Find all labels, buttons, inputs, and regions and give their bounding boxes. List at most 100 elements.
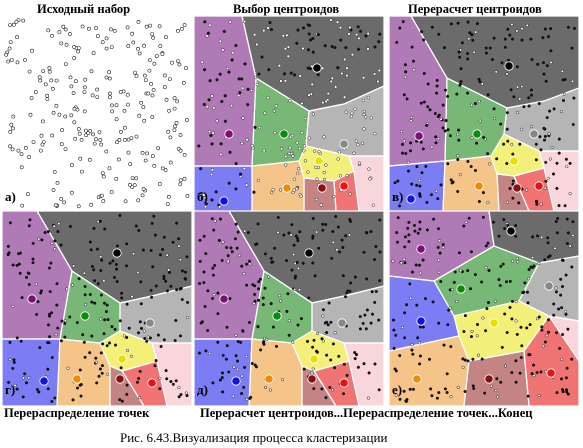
data-point: [80, 169, 84, 174]
data-point: [542, 72, 546, 76]
data-point: [284, 163, 288, 167]
data-point: [458, 173, 462, 177]
data-point: [8, 40, 13, 45]
data-point: [358, 327, 362, 331]
data-point: [126, 137, 131, 142]
data-point: [301, 261, 305, 265]
data-point: [98, 367, 102, 371]
data-point: [535, 234, 540, 238]
data-point: [505, 127, 509, 131]
data-point: [418, 362, 422, 366]
data-point: [510, 317, 514, 321]
data-point: [185, 193, 190, 198]
data-point: [339, 38, 343, 42]
data-point: [102, 279, 106, 283]
data-point: [436, 245, 440, 249]
data-point: [97, 374, 101, 378]
data-point: [46, 341, 50, 345]
data-point: [519, 325, 523, 329]
data-point: [447, 308, 451, 312]
data-point: [327, 301, 331, 305]
centroid-marker: [219, 294, 229, 304]
data-point: [234, 43, 238, 48]
data-point: [151, 88, 156, 92]
data-point: [27, 376, 31, 380]
data-point: [520, 127, 524, 131]
region-orange: [57, 339, 110, 406]
data-point: [503, 312, 507, 316]
data-point: [104, 36, 109, 41]
data-point: [541, 36, 545, 40]
data-point: [13, 383, 17, 387]
data-point: [298, 230, 302, 234]
region-border-brown: [301, 365, 337, 406]
data-point: [208, 79, 212, 83]
data-point: [83, 355, 87, 359]
data-point: [508, 33, 512, 37]
data-point: [306, 170, 310, 174]
data-point: [129, 136, 134, 141]
data-point: [302, 144, 307, 148]
region-border-blue: [2, 338, 61, 406]
data-point: [153, 364, 157, 368]
data-point: [345, 73, 349, 78]
data-point: [404, 70, 408, 74]
data-point: [456, 189, 460, 194]
data-point: [361, 98, 366, 103]
data-point: [180, 269, 184, 273]
region-border-pink: [151, 342, 192, 406]
data-point: [115, 244, 119, 248]
data-point: [473, 273, 477, 277]
data-point: [564, 273, 568, 277]
data-point: [494, 70, 498, 74]
data-point: [467, 37, 471, 41]
data-point: [80, 24, 85, 29]
data-point: [238, 253, 242, 258]
data-point: [489, 384, 493, 388]
data-point: [137, 51, 142, 56]
data-point: [118, 213, 122, 218]
data-point: [424, 164, 428, 168]
data-point: [292, 177, 297, 181]
data-point: [183, 277, 187, 281]
data-point: [317, 246, 321, 250]
data-point: [28, 218, 32, 222]
data-point: [119, 129, 123, 134]
data-point: [84, 128, 88, 133]
region-yellow: [454, 301, 549, 361]
data-point: [17, 262, 21, 266]
data-point: [50, 399, 54, 404]
data-point: [75, 321, 79, 325]
data-point: [437, 113, 441, 117]
data-point: [568, 244, 572, 248]
data-point: [539, 148, 543, 152]
data-point: [437, 239, 442, 243]
data-point: [160, 166, 165, 171]
data-point: [515, 257, 519, 261]
data-point: [543, 186, 547, 190]
data-point: [450, 181, 454, 185]
data-point: [529, 125, 534, 129]
data-point: [370, 312, 375, 316]
data-point: [234, 187, 238, 191]
data-point: [564, 157, 568, 161]
data-point: [50, 133, 55, 138]
data-point: [516, 85, 520, 89]
data-point: [394, 393, 398, 397]
data-point: [230, 250, 234, 254]
data-point: [48, 290, 52, 294]
data-point: [220, 371, 225, 375]
data-point: [77, 277, 81, 281]
data-point: [468, 31, 472, 35]
data-point: [234, 333, 238, 337]
data-point: [100, 258, 104, 262]
data-point: [19, 339, 23, 343]
data-point: [150, 154, 155, 159]
data-point: [236, 359, 240, 363]
data-point: [100, 364, 104, 368]
region-red: [514, 168, 554, 211]
data-point: [160, 52, 165, 57]
data-point: [565, 165, 569, 169]
region-red: [314, 361, 359, 406]
data-point: [57, 30, 62, 34]
